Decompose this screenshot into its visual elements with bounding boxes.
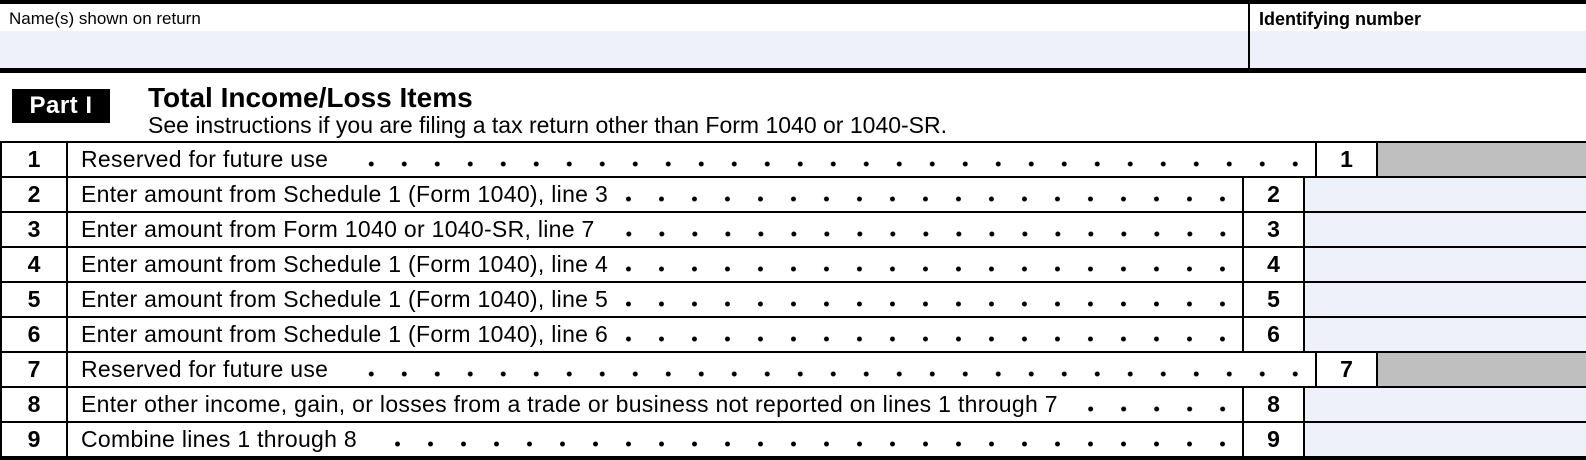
dot-leader	[1073, 388, 1242, 421]
line-description: Enter amount from Schedule 1 (Form 1040)…	[81, 251, 609, 277]
line-number-left: 9	[2, 423, 68, 456]
table-row-line-7: 7 Reserved for future use 7	[2, 353, 1586, 388]
description-cell: Enter amount from Schedule 1 (Form 1040)…	[68, 178, 1244, 211]
part1-subtitle: See instructions if you are filing a tax…	[148, 112, 948, 138]
line-description: Enter amount from Schedule 1 (Form 1040)…	[81, 181, 609, 207]
line-number-right: 7	[1317, 353, 1378, 386]
part1-badge: Part I	[12, 89, 110, 123]
name-section: Name(s) shown on return	[0, 4, 1250, 68]
line-number-right: 4	[1244, 248, 1305, 281]
income-loss-table: 1 Reserved for future use 1 2 Enter amou…	[0, 141, 1586, 460]
identifying-number-label: Identifying number	[1250, 4, 1586, 31]
identifying-number-input[interactable]	[1250, 31, 1586, 68]
dot-leader	[373, 423, 1242, 456]
line-description: Enter amount from Form 1040 or 1040-SR, …	[81, 216, 595, 242]
part1-title: Total Income/Loss Items	[148, 82, 473, 113]
line-number-left: 7	[2, 353, 68, 386]
dot-leader	[624, 178, 1242, 211]
description-cell: Enter other income, gain, or losses from…	[68, 388, 1244, 421]
description-cell: Enter amount from Schedule 1 (Form 1040)…	[68, 283, 1244, 316]
table-row-line-9: 9 Combine lines 1 through 8 9	[2, 423, 1586, 456]
dot-leader	[610, 213, 1242, 246]
table-row-line-8: 8 Enter other income, gain, or losses fr…	[2, 388, 1586, 423]
dot-leader	[624, 283, 1242, 316]
table-row-line-2: 2 Enter amount from Schedule 1 (Form 104…	[2, 178, 1586, 213]
line-number-left: 1	[2, 143, 68, 176]
part1-header: Part I Total Income/Loss Items See instr…	[0, 73, 1586, 141]
table-row-line-1: 1 Reserved for future use 1	[2, 143, 1586, 178]
dot-leader	[344, 353, 1315, 386]
amount-input-line-8[interactable]	[1305, 388, 1586, 421]
line-number-left: 3	[2, 213, 68, 246]
line-number-right: 5	[1244, 283, 1305, 316]
description-cell: Reserved for future use	[68, 353, 1317, 386]
part1-titles: Total Income/Loss Items See instructions…	[148, 83, 947, 138]
line-number-left: 5	[2, 283, 68, 316]
line-number-right: 6	[1244, 318, 1305, 351]
reserved-box-line-7	[1378, 353, 1586, 386]
table-row-line-4: 4 Enter amount from Schedule 1 (Form 104…	[2, 248, 1586, 283]
amount-input-line-9[interactable]	[1305, 423, 1586, 456]
amount-input-line-2[interactable]	[1305, 178, 1586, 211]
table-row-line-3: 3 Enter amount from Form 1040 or 1040-SR…	[2, 213, 1586, 248]
description-cell: Enter amount from Schedule 1 (Form 1040)…	[68, 248, 1244, 281]
description-cell: Combine lines 1 through 8	[68, 423, 1244, 456]
line-description: Reserved for future use	[81, 356, 329, 382]
name-label: Name(s) shown on return	[0, 4, 1248, 31]
line-number-right: 3	[1244, 213, 1305, 246]
amount-input-line-5[interactable]	[1305, 283, 1586, 316]
reserved-box-line-1	[1378, 143, 1586, 176]
taxpayer-header-band: Name(s) shown on return Identifying numb…	[0, 4, 1586, 73]
amount-input-line-4[interactable]	[1305, 248, 1586, 281]
dot-leader	[624, 248, 1242, 281]
amount-input-line-3[interactable]	[1305, 213, 1586, 246]
description-cell: Enter amount from Form 1040 or 1040-SR, …	[68, 213, 1244, 246]
dot-leader	[344, 143, 1315, 176]
dot-leader	[624, 318, 1242, 351]
line-description: Enter amount from Schedule 1 (Form 1040)…	[81, 286, 609, 312]
line-description: Combine lines 1 through 8	[81, 426, 357, 452]
line-number-right: 8	[1244, 388, 1305, 421]
line-number-left: 6	[2, 318, 68, 351]
line-number-right: 9	[1244, 423, 1305, 456]
line-number-right: 1	[1317, 143, 1378, 176]
line-number-left: 4	[2, 248, 68, 281]
name-input[interactable]	[0, 31, 1248, 68]
description-cell: Reserved for future use	[68, 143, 1317, 176]
table-row-line-6: 6 Enter amount from Schedule 1 (Form 104…	[2, 318, 1586, 353]
line-description: Enter other income, gain, or losses from…	[81, 391, 1058, 417]
amount-input-line-6[interactable]	[1305, 318, 1586, 351]
line-number-right: 2	[1244, 178, 1305, 211]
identifying-number-section: Identifying number	[1250, 4, 1586, 68]
line-description: Enter amount from Schedule 1 (Form 1040)…	[81, 321, 609, 347]
line-number-left: 2	[2, 178, 68, 211]
description-cell: Enter amount from Schedule 1 (Form 1040)…	[68, 318, 1244, 351]
line-number-left: 8	[2, 388, 68, 421]
line-description: Reserved for future use	[81, 146, 329, 172]
top-border-rule	[0, 0, 1586, 4]
table-row-line-5: 5 Enter amount from Schedule 1 (Form 104…	[2, 283, 1586, 318]
